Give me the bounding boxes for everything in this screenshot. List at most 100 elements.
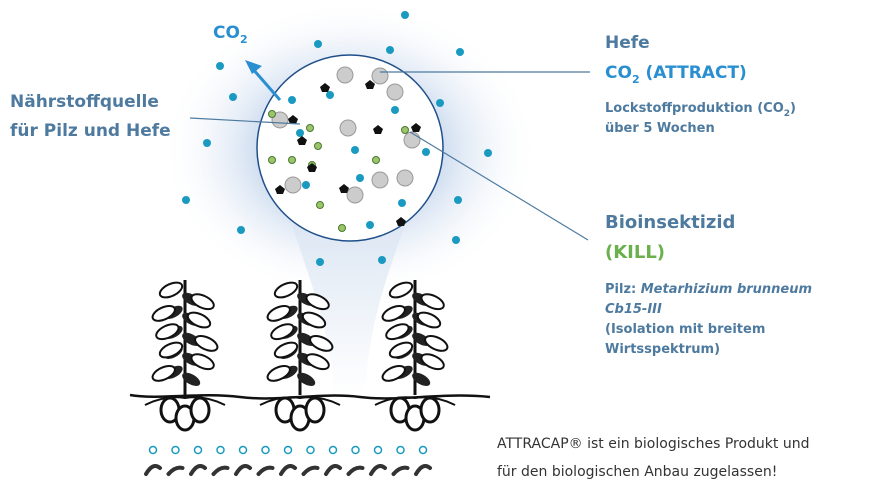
text: CO bbox=[213, 23, 240, 43]
leaf bbox=[419, 291, 446, 312]
co2-dot bbox=[296, 129, 304, 137]
tuber bbox=[191, 398, 209, 422]
fungus-spore bbox=[269, 111, 276, 118]
leaf bbox=[384, 321, 411, 342]
text: Metarhizium brunneum bbox=[641, 282, 812, 297]
bubble bbox=[262, 447, 269, 454]
yeast-desc: über 5 Wochen bbox=[605, 121, 715, 136]
leaf bbox=[304, 351, 331, 372]
yeast-cell bbox=[387, 84, 403, 100]
bubble bbox=[330, 447, 337, 454]
roots bbox=[145, 397, 225, 405]
leaf bbox=[154, 321, 181, 342]
yeast-cell bbox=[397, 170, 413, 186]
yeast-desc: Lockstoffproduktion (CO2) bbox=[605, 101, 796, 119]
larva bbox=[371, 466, 385, 474]
fungus-spore bbox=[307, 125, 314, 132]
fungus-strain: Cb15-III bbox=[605, 302, 662, 317]
yeast-cell bbox=[347, 187, 363, 203]
co2-dot bbox=[436, 99, 444, 107]
co2-dot bbox=[203, 139, 211, 147]
bubble bbox=[420, 447, 427, 454]
leaf bbox=[419, 351, 446, 372]
leaf bbox=[423, 333, 450, 354]
bubble bbox=[352, 447, 359, 454]
co2-dot bbox=[422, 148, 430, 156]
leaf bbox=[158, 339, 185, 360]
yeast-cell bbox=[337, 67, 353, 83]
fungus-note: Wirtsspektrum) bbox=[605, 342, 720, 357]
leaf bbox=[180, 370, 202, 389]
co2-dot bbox=[229, 93, 237, 101]
kill-label: (KILL) bbox=[605, 242, 665, 263]
fungus-spore bbox=[317, 202, 324, 209]
leaf bbox=[295, 370, 317, 389]
co2-dot bbox=[484, 149, 492, 157]
bubble bbox=[285, 447, 292, 454]
tuber bbox=[306, 398, 324, 422]
leaf bbox=[189, 351, 216, 372]
yeast-cell bbox=[404, 132, 420, 148]
text: ) bbox=[790, 101, 796, 116]
larva bbox=[281, 466, 295, 474]
text: 2 bbox=[240, 33, 248, 46]
larva bbox=[394, 468, 408, 474]
leaf bbox=[265, 303, 292, 324]
leaf bbox=[189, 291, 216, 312]
leaf bbox=[150, 303, 177, 324]
leaf bbox=[380, 303, 407, 324]
larva bbox=[214, 468, 228, 474]
capsule bbox=[257, 55, 443, 241]
bubble bbox=[397, 447, 404, 454]
nutrient-line: für Pilz und Hefe bbox=[10, 121, 171, 141]
yeast-cell bbox=[372, 68, 388, 84]
co2-dot bbox=[237, 226, 245, 234]
bubble bbox=[240, 447, 247, 454]
leaf bbox=[416, 309, 443, 330]
larva bbox=[191, 466, 205, 474]
text: 2 bbox=[632, 73, 640, 86]
bubble bbox=[217, 447, 224, 454]
leaf bbox=[269, 321, 296, 342]
leaf bbox=[273, 339, 300, 360]
leaf bbox=[265, 363, 292, 384]
co2-dot bbox=[314, 40, 322, 48]
co2-dot bbox=[288, 96, 296, 104]
co2-dot bbox=[302, 181, 310, 189]
leaf bbox=[150, 363, 177, 384]
bubble bbox=[172, 447, 179, 454]
fungus-spore bbox=[339, 225, 346, 232]
text: Pilz: bbox=[605, 282, 641, 297]
larva bbox=[304, 468, 318, 474]
co2-dot bbox=[356, 174, 364, 182]
fungus-spore bbox=[373, 157, 380, 164]
soil-organisms bbox=[146, 447, 430, 475]
co2-dot bbox=[391, 106, 399, 114]
larva bbox=[326, 466, 340, 474]
fungus-spore bbox=[289, 157, 296, 164]
bubble bbox=[195, 447, 202, 454]
leaf bbox=[158, 279, 185, 300]
co2-dot bbox=[386, 46, 394, 54]
yeast-cell bbox=[285, 177, 301, 193]
larva bbox=[259, 468, 273, 474]
co2-dot bbox=[351, 146, 359, 154]
yeast-attract: CO2 (ATTRACT) bbox=[605, 63, 747, 86]
leaf bbox=[380, 363, 407, 384]
co2-dot bbox=[378, 256, 386, 264]
co2-dot bbox=[456, 48, 464, 56]
larva bbox=[146, 466, 160, 474]
nutrient-line: Nährstoffquelle bbox=[10, 92, 159, 112]
leaf bbox=[410, 370, 432, 389]
insecticide-title: Bioinsektizid bbox=[605, 212, 735, 233]
plants bbox=[145, 279, 455, 430]
co2-dot bbox=[398, 199, 406, 207]
larva bbox=[349, 468, 363, 474]
co2-dot bbox=[452, 236, 460, 244]
larva bbox=[169, 468, 183, 474]
fungus-spore bbox=[402, 127, 409, 134]
co2-dot bbox=[182, 196, 190, 204]
co2-dot bbox=[316, 258, 324, 266]
leaf bbox=[186, 309, 213, 330]
text: (ATTRACT) bbox=[640, 63, 747, 83]
